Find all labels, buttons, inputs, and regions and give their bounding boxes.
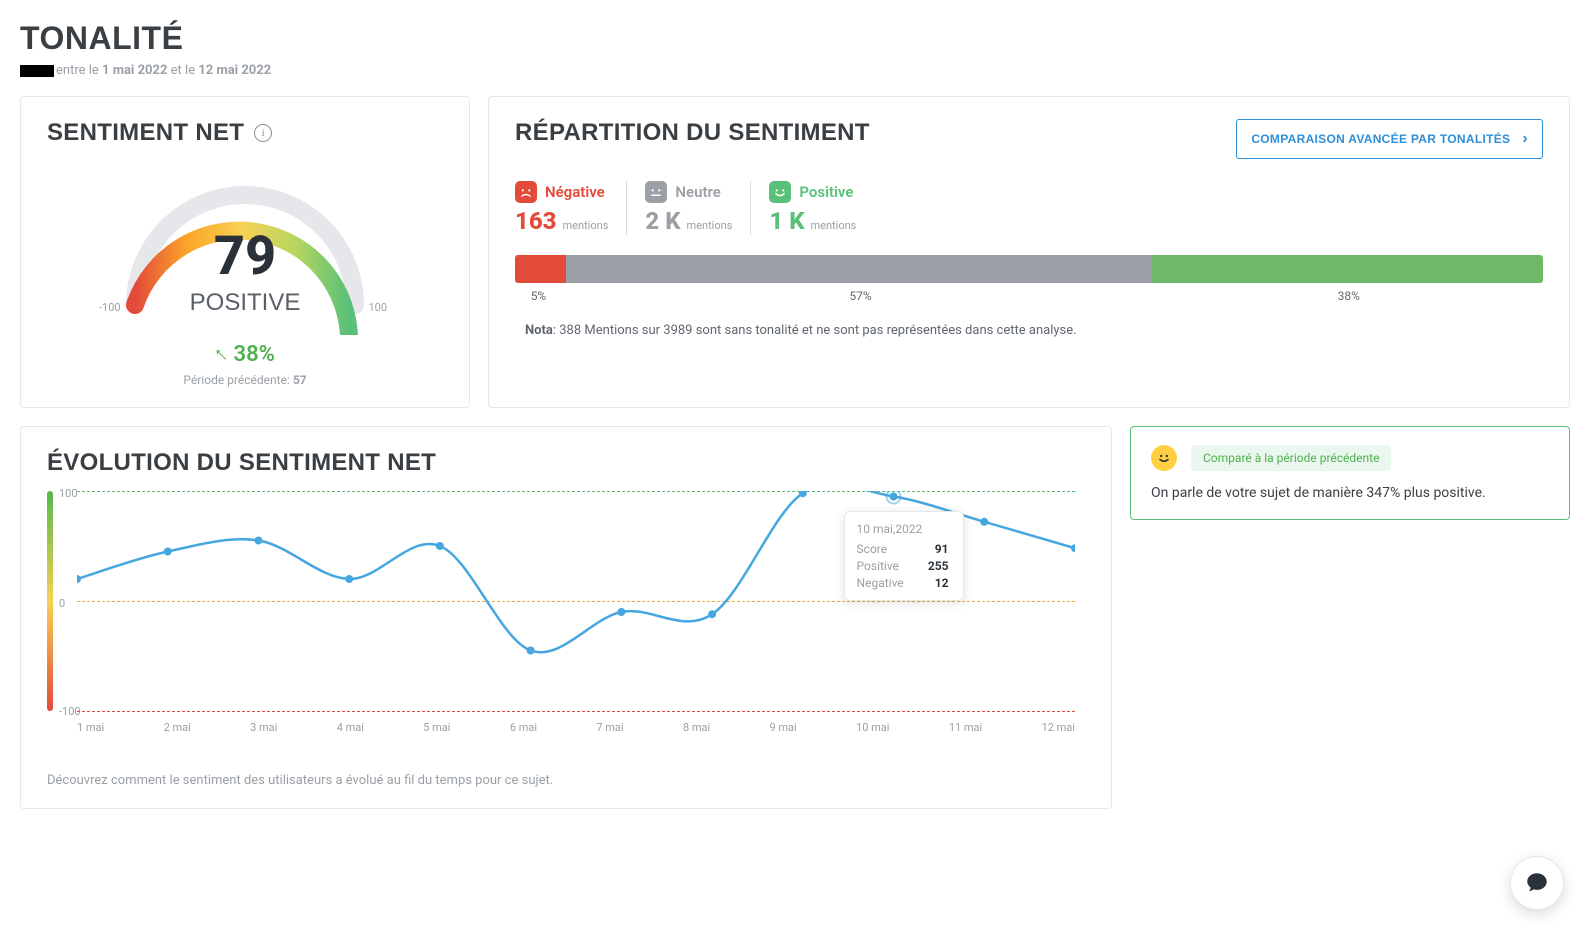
y-axis-gradient — [47, 491, 53, 711]
sentiment-net-title: SENTIMENT NET — [47, 119, 244, 147]
x-axis-label: 1 mai — [77, 721, 104, 734]
delta-value: ↑ 38% — [47, 341, 443, 367]
gauge-sentiment-label: POSITIVE — [105, 289, 385, 317]
x-axis-label: 6 mai — [510, 721, 537, 734]
mentions-label: mentions — [563, 219, 609, 232]
arrow-up-icon: ↑ — [207, 341, 233, 367]
tooltip-date: 10 mai,2022 — [857, 522, 949, 536]
x-axis-label: 4 mai — [337, 721, 364, 734]
bar-segment — [515, 255, 566, 283]
bar-segment — [566, 255, 1152, 283]
chat-icon — [1524, 870, 1550, 896]
gauge-score: 79 — [105, 225, 385, 288]
x-axis-label: 3 mai — [250, 721, 277, 734]
bar-segment-label: 5% — [531, 289, 547, 303]
x-axis-label: 11 mai — [949, 721, 982, 734]
insight-pill: Comparé à la période précédente — [1191, 445, 1391, 471]
category-count: 163 — [515, 207, 557, 235]
y-tick-100: 100 — [59, 487, 78, 500]
sentiment-categories: Négative163mentionsNeutre2 KmentionsPosi… — [515, 181, 1543, 235]
card-repartition: RÉPARTITION DU SENTIMENT COMPARAISON AVA… — [488, 96, 1570, 408]
tooltip-value: 91 — [935, 542, 949, 556]
info-icon[interactable]: i — [254, 124, 272, 142]
x-axis-label: 8 mai — [683, 721, 710, 734]
x-axis-label: 12 mai — [1042, 721, 1075, 734]
smile-icon — [1151, 445, 1177, 471]
page-header: TONALITÉ entre le 1 mai 2022 et le 12 ma… — [20, 20, 1570, 78]
redacted-box — [20, 65, 54, 77]
card-evolution: ÉVOLUTION DU SENTIMENT NET 100 0 -100 1 … — [20, 426, 1112, 809]
x-axis-label: 9 mai — [770, 721, 797, 734]
mentions-label: mentions — [687, 219, 733, 232]
x-axis-label: 2 mai — [164, 721, 191, 734]
bar-segment-label: 57% — [849, 289, 871, 303]
gauge-min-label: -100 — [99, 301, 121, 314]
page-subtitle: entre le 1 mai 2022 et le 12 mai 2022 — [20, 63, 1570, 78]
page-title: TONALITÉ — [20, 20, 1570, 57]
mentions-label: mentions — [811, 219, 857, 232]
x-axis-label: 5 mai — [423, 721, 450, 734]
chat-button[interactable] — [1510, 856, 1564, 910]
category-name: Neutre — [675, 183, 720, 201]
nota-text: Nota: 388 Mentions sur 3989 sont sans to… — [525, 323, 1543, 338]
gauge-max-label: 100 — [368, 301, 387, 314]
x-axis-label: 10 mai — [856, 721, 889, 734]
insight-text: On parle de votre sujet de manière 347% … — [1151, 485, 1549, 501]
gauge: 79 POSITIVE -100 100 — [105, 165, 385, 335]
row-bottom: ÉVOLUTION DU SENTIMENT NET 100 0 -100 1 … — [20, 426, 1570, 809]
x-axis-labels: 1 mai 2 mai 3 mai 4 mai 5 mai 6 mai 7 mai 8 mai… — [77, 721, 1075, 734]
y-tick-0: 0 — [59, 597, 65, 610]
face-neutral-icon — [645, 181, 667, 203]
repartition-title: RÉPARTITION DU SENTIMENT — [515, 119, 870, 147]
evolution-chart: 100 0 -100 1 mai2 mai3 mai4 mai5 mai6 ma… — [47, 491, 1085, 751]
tooltip-value: 12 — [935, 576, 949, 590]
face-sad-icon — [515, 181, 537, 203]
card-sentiment-net: SENTIMENT NET i 79 POSITIVE - — [20, 96, 470, 408]
bar-segment-label: 38% — [1338, 289, 1360, 303]
stacked-bar-labels: 5% 57% 38% — [515, 289, 1543, 307]
evolution-title: ÉVOLUTION DU SENTIMENT NET — [47, 449, 1085, 477]
chart-tooltip: 10 mai,2022 Score 91 Positive 255 Negative 12 — [844, 511, 964, 601]
category-count: 1 K — [769, 207, 804, 235]
category-name: Négative — [545, 183, 605, 201]
tooltip-key: Score — [857, 542, 888, 556]
evolution-subtitle: Découvrez comment le sentiment des utili… — [47, 773, 1085, 788]
tooltip-key: Negative — [857, 576, 904, 590]
category-name: Positive — [799, 183, 853, 201]
tooltip-key: Positive — [857, 559, 899, 573]
tooltip-value: 255 — [928, 559, 949, 573]
row-top: SENTIMENT NET i 79 POSITIVE - — [20, 96, 1570, 408]
sentiment-category[interactable]: Neutre 2 K mentions — [626, 181, 750, 235]
card-insight: Comparé à la période précédente On parle… — [1130, 426, 1570, 520]
compare-advanced-button[interactable]: COMPARAISON AVANCÉE PAR TONALITÉS › — [1236, 119, 1543, 159]
face-happy-icon — [769, 181, 791, 203]
sentiment-category[interactable]: Positive 1 K mentions — [750, 181, 874, 235]
bar-segment — [1152, 255, 1543, 283]
sentiment-category[interactable]: Négative 163 mentions — [515, 181, 626, 235]
chevron-right-icon: › — [1522, 130, 1528, 148]
sentiment-stacked-bar — [515, 255, 1543, 283]
previous-period: Période précédente: 57 — [47, 373, 443, 387]
category-count: 2 K — [645, 207, 680, 235]
x-axis-label: 7 mai — [596, 721, 623, 734]
